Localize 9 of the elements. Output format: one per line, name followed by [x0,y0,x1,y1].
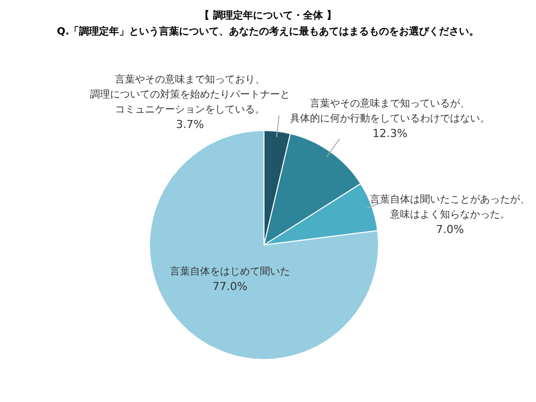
data-label: 3.7% [176,118,204,131]
data-label: 77.0% [212,280,248,293]
slice-label: 言葉やその意味まで知っているが、具体的に何か行動をしているわけではない。 [290,98,490,125]
slice-label: 言葉自体をはじめて聞いた [170,266,290,278]
data-label: 7.0% [436,222,464,236]
slice-label: 言葉やその意味まで知っており、調理についての対策を始めたりパートナーとコミュニケーションをしている。 [90,74,290,116]
chart-subtitle: Q.「調理定年」という言葉について、あなたの考えに最もあてはまるものをお選びください。 [56,26,480,38]
chart-title: 【 調理定年について・全体 】 [200,10,336,22]
data-label: 12.3% [372,126,408,140]
